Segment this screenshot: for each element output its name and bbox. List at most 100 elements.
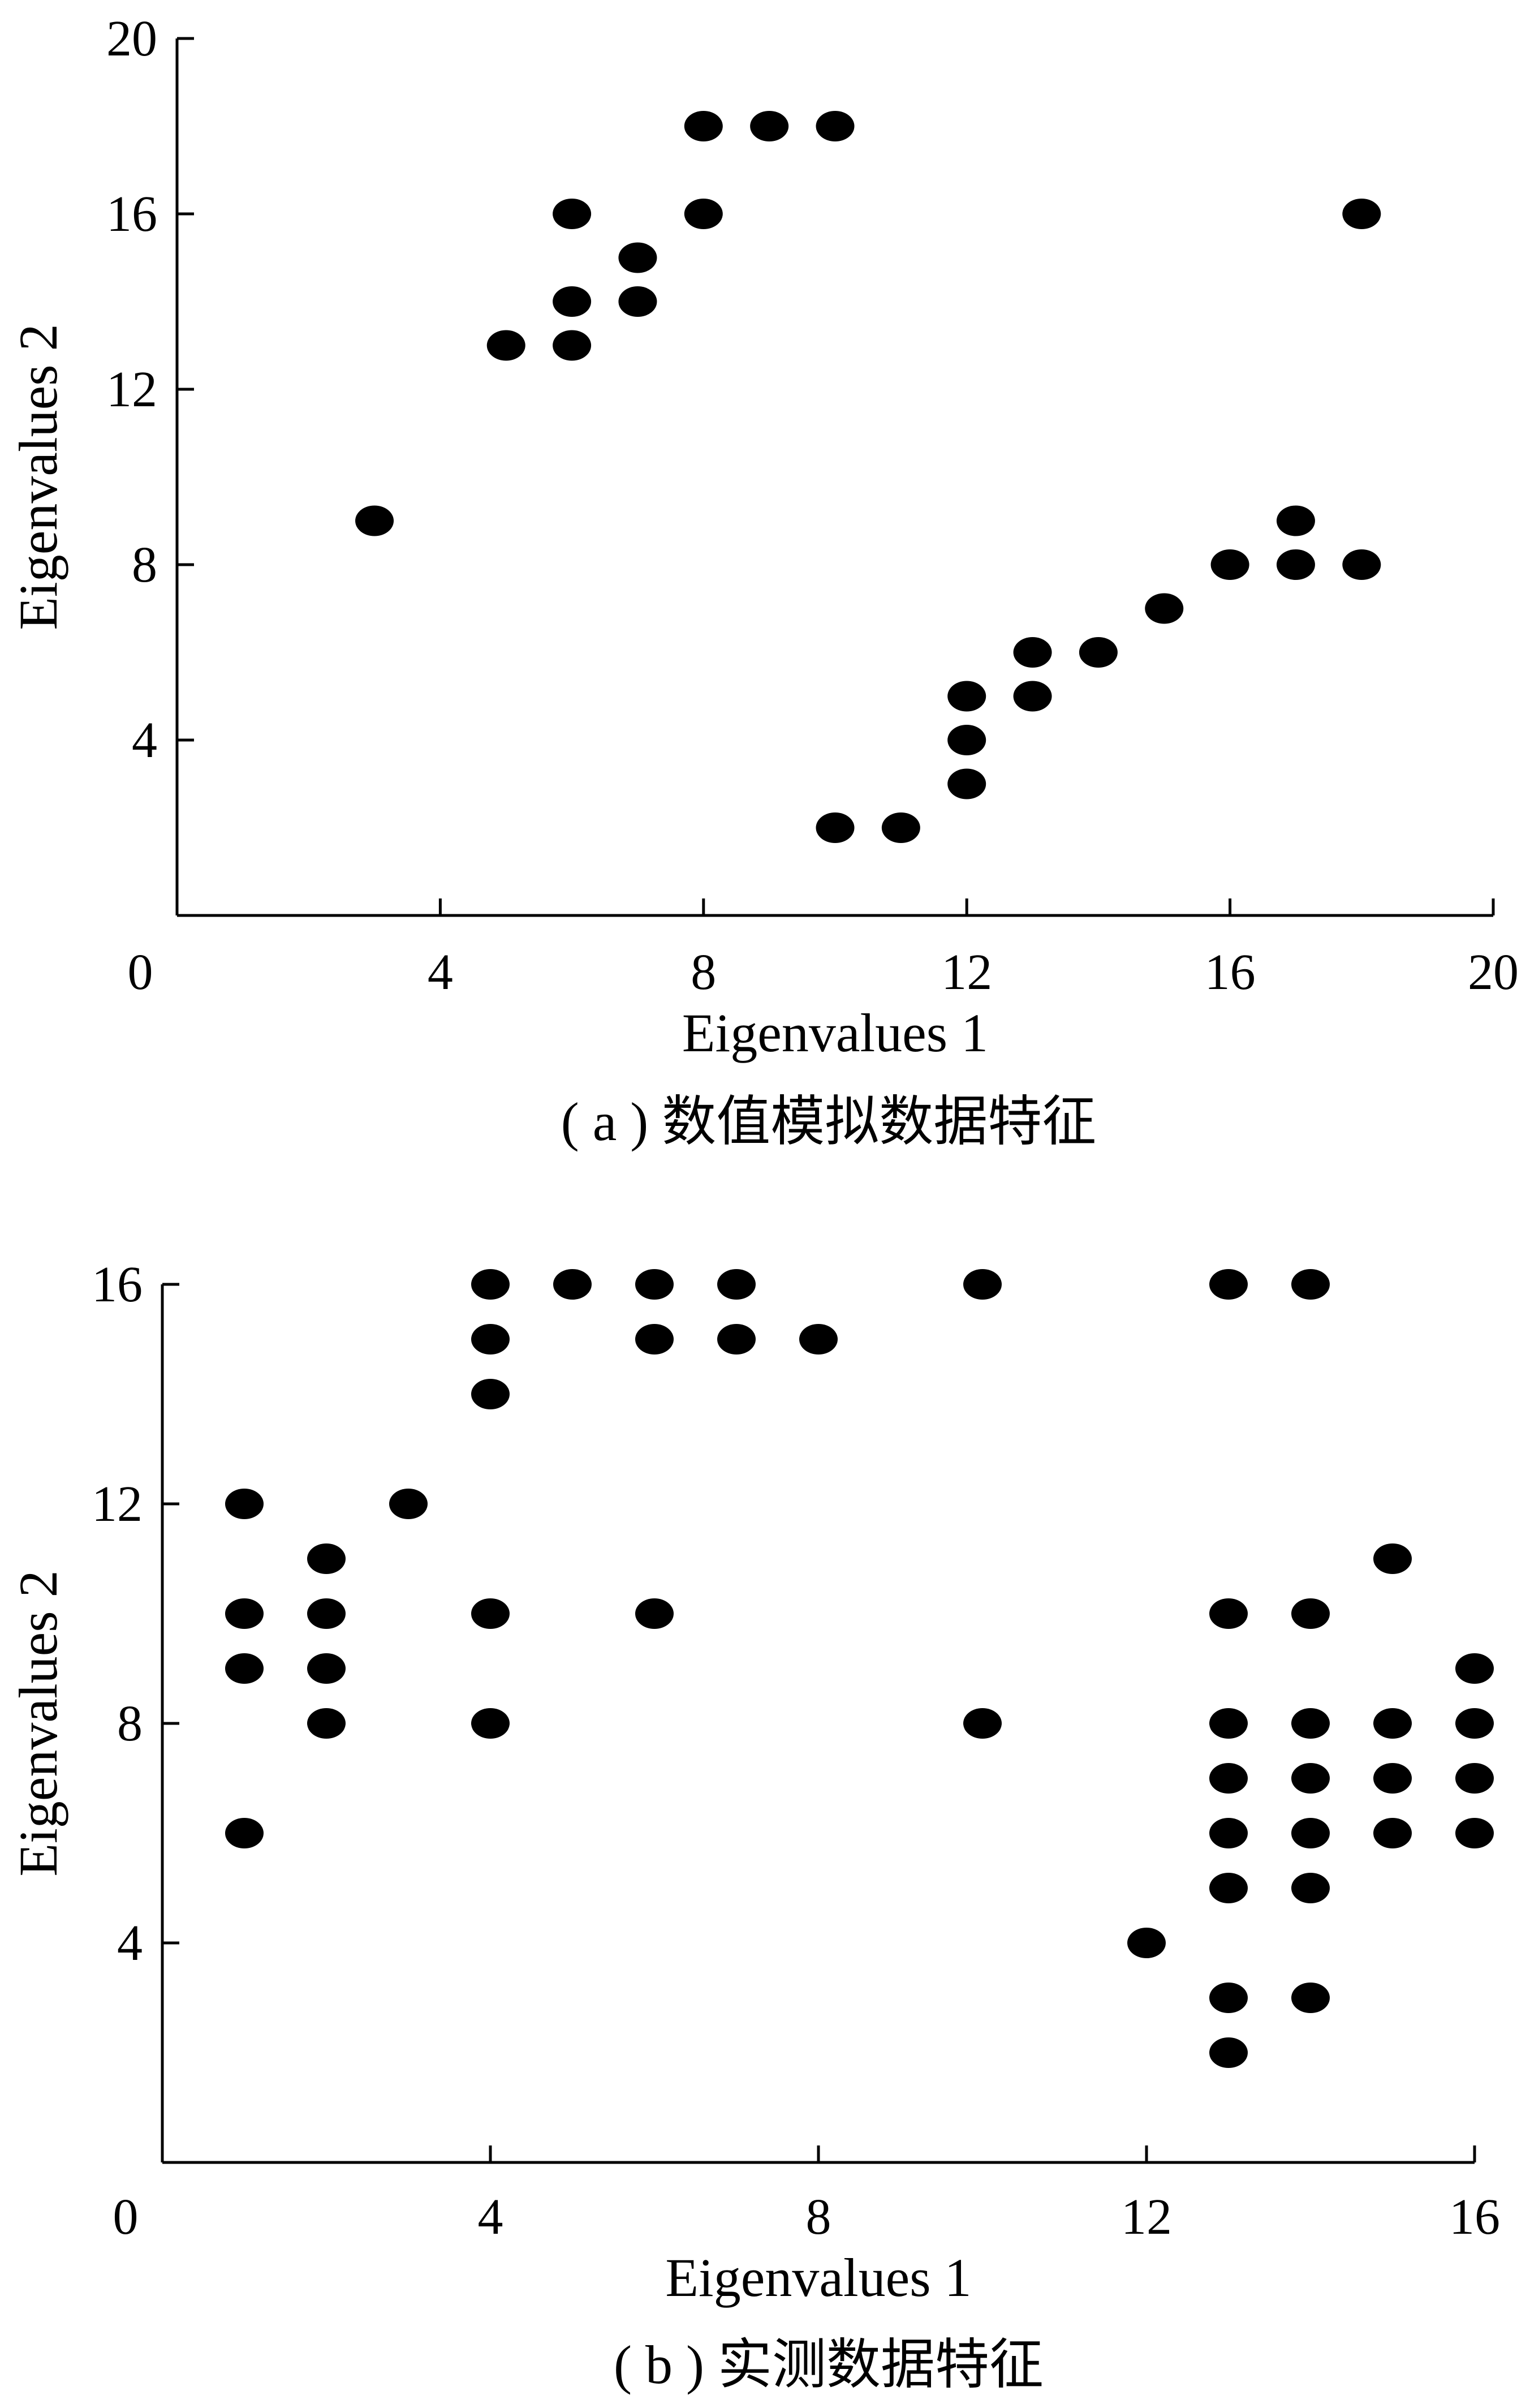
- scatter-point: [1276, 505, 1315, 536]
- y-axis-label: Eigenvalues 2: [8, 1570, 68, 1876]
- figure-caption: ( a ) 数值模拟数据特征: [561, 1091, 1097, 1152]
- scatter-point: [355, 505, 394, 536]
- scatter-point: [1079, 637, 1118, 668]
- scatter-point: [471, 1269, 510, 1300]
- scatter-point: [553, 286, 592, 317]
- scatter-point: [963, 1269, 1002, 1300]
- scatter-point: [307, 1708, 346, 1739]
- y-tick-label: 4: [117, 1915, 143, 1971]
- scatter-point: [553, 330, 592, 361]
- scatter-point: [1373, 1763, 1412, 1794]
- scatter-point: [1013, 637, 1052, 668]
- y-axis-label: Eigenvalues 2: [8, 324, 68, 630]
- scatter-point: [717, 1324, 756, 1354]
- scatter-point: [1209, 1873, 1248, 1903]
- scatter-point: [1209, 1763, 1248, 1794]
- x-tick-label: 16: [1449, 2189, 1500, 2245]
- scatter-point: [1209, 2037, 1248, 2068]
- scatter-point: [1013, 681, 1052, 712]
- scatter-point: [1210, 549, 1249, 580]
- scatter-point: [1291, 1983, 1330, 2013]
- scatter-point: [307, 1653, 346, 1684]
- y-tick-label: 4: [132, 712, 157, 768]
- scatter-point: [947, 725, 986, 755]
- scatter-point: [947, 768, 986, 799]
- scatter-point: [750, 111, 789, 141]
- scatter-point: [471, 1598, 510, 1629]
- x-tick-label: 0: [128, 944, 153, 1000]
- scatter-point: [225, 1598, 264, 1629]
- x-tick-label: 20: [1468, 944, 1519, 1000]
- scatter-point: [471, 1708, 510, 1739]
- scatter-point: [1209, 1598, 1248, 1629]
- scatter-point: [471, 1324, 510, 1354]
- scatter-point: [1291, 1873, 1330, 1903]
- x-axis-label: Eigenvalues 1: [665, 2247, 971, 2308]
- scatter-point: [799, 1324, 838, 1354]
- scatter-point: [307, 1543, 346, 1574]
- x-tick-label: 12: [1121, 2189, 1172, 2245]
- scatter-point: [1342, 199, 1381, 229]
- scatter-point: [389, 1489, 428, 1519]
- scatter-point: [963, 1708, 1002, 1739]
- x-tick-label: 0: [113, 2189, 139, 2245]
- scatter-point: [1291, 1763, 1330, 1794]
- scatter-point: [947, 681, 986, 712]
- scatter-point: [225, 1489, 264, 1519]
- y-tick-label: 20: [106, 11, 157, 67]
- scatter-point: [1127, 1928, 1166, 1958]
- scatter-point: [816, 812, 855, 843]
- scatter-point: [1455, 1708, 1494, 1739]
- scatter-point: [635, 1598, 674, 1629]
- scatter-point: [486, 330, 525, 361]
- scatter-point: [1209, 1983, 1248, 2013]
- scatter-point: [1209, 1818, 1248, 1848]
- scatter-point: [1455, 1818, 1494, 1848]
- x-tick-label: 4: [428, 944, 453, 1000]
- scatter-point: [1373, 1818, 1412, 1848]
- x-tick-label: 8: [691, 944, 716, 1000]
- scatter-point: [225, 1653, 264, 1684]
- figure-caption: ( b ) 实测数据特征: [614, 2334, 1044, 2395]
- scatter-point: [1291, 1818, 1330, 1848]
- x-tick-label: 16: [1205, 944, 1256, 1000]
- scatter-point: [881, 812, 920, 843]
- scatter-point: [1291, 1269, 1330, 1300]
- scatter-point: [1455, 1763, 1494, 1794]
- y-tick-label: 12: [92, 1476, 143, 1532]
- scatter-point: [717, 1269, 756, 1300]
- scatter-point: [1373, 1543, 1412, 1574]
- scatter-point: [635, 1324, 674, 1354]
- y-tick-label: 8: [132, 537, 157, 593]
- scatter-point: [618, 242, 657, 273]
- scatter-point: [684, 111, 723, 141]
- scatter-point: [1276, 549, 1315, 580]
- x-tick-label: 12: [941, 944, 992, 1000]
- scatter-point: [1209, 1708, 1248, 1739]
- scatter-point: [225, 1818, 264, 1848]
- scatter-point: [1373, 1708, 1412, 1739]
- y-tick-label: 12: [106, 362, 157, 418]
- scatter-point: [553, 199, 592, 229]
- scatter-point: [816, 111, 855, 141]
- y-tick-label: 8: [117, 1696, 143, 1752]
- y-tick-label: 16: [106, 186, 157, 242]
- chart-panel-a: 0 4 8 12 16 20 4 8 12 16 20 Eigenvalues 1 Eigenvalue…: [8, 11, 1519, 1152]
- scatter-point: [553, 1269, 592, 1300]
- scatter-point: [684, 199, 723, 229]
- scatter-point: [1291, 1598, 1330, 1629]
- y-tick-label: 16: [92, 1257, 143, 1313]
- scatter-point: [618, 286, 657, 317]
- scatter-point: [471, 1379, 510, 1409]
- scatter-point: [1209, 1269, 1248, 1300]
- scatter-point: [635, 1269, 674, 1300]
- scatter-point: [1145, 593, 1184, 624]
- x-tick-label: 8: [806, 2189, 831, 2245]
- scatter-point: [1291, 1708, 1330, 1739]
- x-tick-label: 4: [478, 2189, 503, 2245]
- x-axis-label: Eigenvalues 1: [682, 1003, 988, 1063]
- scatter-point: [307, 1598, 346, 1629]
- scatter-point: [1342, 549, 1381, 580]
- scatter-point: [1455, 1653, 1494, 1684]
